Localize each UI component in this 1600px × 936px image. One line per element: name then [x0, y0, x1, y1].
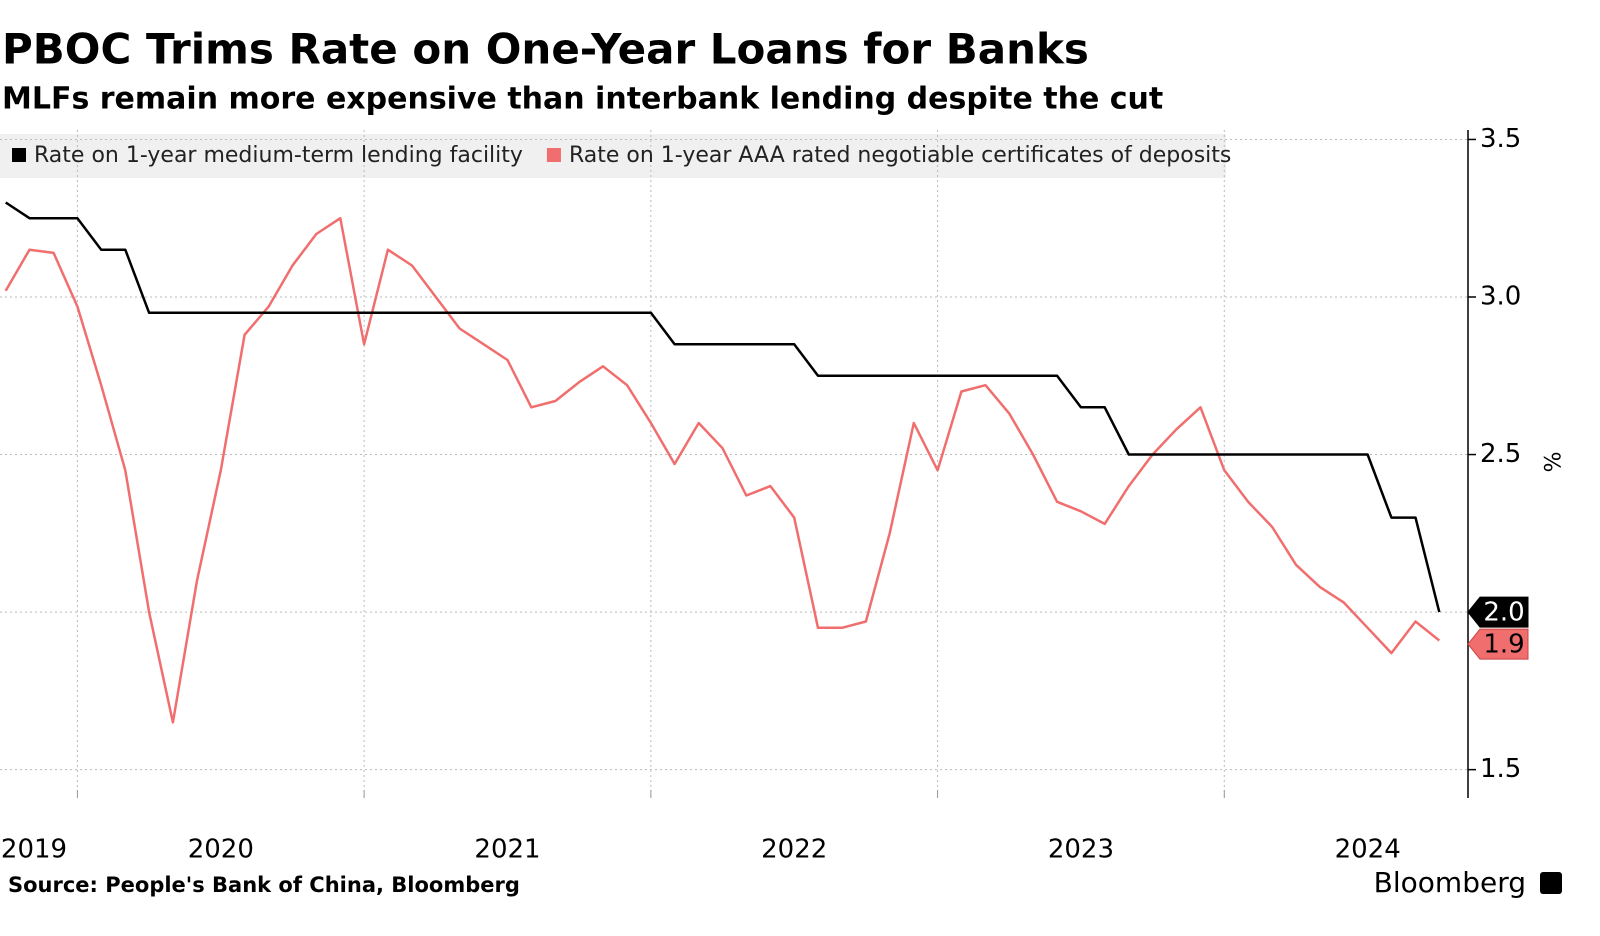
chart-subtitle: MLFs remain more expensive than interban…: [2, 82, 1163, 117]
y-tick-label: 1.5: [1480, 754, 1521, 784]
x-tick-label: 2021: [474, 835, 540, 865]
legend-box: [0, 134, 1226, 178]
legend-label: Rate on 1-year AAA rated negotiable cert…: [569, 143, 1231, 168]
x-tick-label: 2022: [761, 835, 827, 865]
y-axis-label: %: [1538, 452, 1563, 473]
legend-label: Rate on 1-year medium-term lending facil…: [34, 143, 523, 168]
legend-swatch: [546, 148, 561, 162]
value-tag: [1467, 628, 1529, 660]
y-tick-label: 3.5: [1480, 124, 1521, 154]
brand-icon: [1540, 872, 1562, 894]
y-tick-label: 3.0: [1480, 282, 1521, 312]
y-tick-label: 2.5: [1480, 439, 1521, 469]
x-tick-label: 2024: [1335, 835, 1401, 865]
value-label: 1.9: [1483, 630, 1524, 660]
value-tag: [1467, 596, 1529, 628]
value-label: 2.0: [1483, 598, 1524, 628]
source: Source: People's Bank of China, Bloomber…: [8, 873, 520, 897]
legend-swatch: [12, 148, 26, 162]
chart-title: PBOC Trims Rate on One-Year Loans for Ba…: [2, 25, 1089, 74]
line: [4, 216, 1441, 724]
line: [5, 201, 1441, 613]
x-tick-label: 2023: [1048, 835, 1114, 865]
x-tick-label: 2019: [1, 835, 67, 865]
x-tick-label: 2020: [188, 835, 254, 865]
brand: Bloomberg: [1374, 866, 1526, 899]
